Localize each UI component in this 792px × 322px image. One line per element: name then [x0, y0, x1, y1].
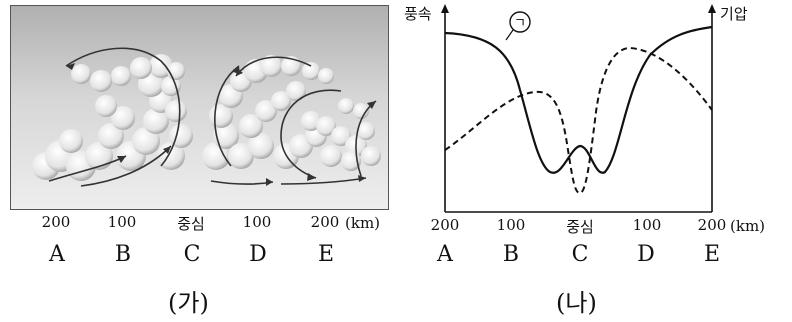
cloud-puff — [286, 81, 306, 101]
panel-b-tick-center: 중심 — [566, 218, 594, 236]
curve-marker-leader — [505, 29, 514, 41]
pressure-curve — [444, 46, 713, 195]
panel-b-tick-4: 100 — [632, 216, 662, 234]
curve-marker-label: ㄱ — [514, 16, 526, 31]
cloud-puff — [248, 133, 274, 159]
panel-b-tick-2: 100 — [496, 216, 526, 234]
typhoon-cloud-illustration — [10, 5, 389, 210]
panel-b-caption: (나) — [556, 289, 597, 317]
panel-b-tick-1: 200 — [430, 216, 460, 234]
cloud-puff — [165, 100, 187, 122]
panel-a-letter-a: A — [49, 242, 65, 267]
panel-a-caption: (가) — [168, 289, 209, 317]
cloud-puff — [85, 142, 113, 170]
cloud-puff — [143, 108, 169, 134]
panel-a-letter-e: E — [317, 242, 335, 267]
panel-b-unit: (km) — [730, 217, 766, 235]
cloud-puff — [59, 129, 83, 153]
cloud-puff — [71, 64, 91, 84]
cloud-puff — [98, 123, 124, 149]
cloud-puff — [281, 56, 301, 76]
panel-a-letter-b: B — [114, 242, 132, 267]
left-axis-arrow — [441, 4, 449, 13]
cloud-puff — [228, 143, 254, 169]
cloud-puff — [302, 62, 320, 80]
panel-a-letter-c: C — [183, 242, 201, 267]
right-axis-label: 기압 — [720, 5, 748, 23]
panel-a-tick-2: 100 — [107, 213, 137, 231]
cloud-puff — [111, 66, 131, 86]
cloud-puff — [90, 70, 112, 92]
panel-a-unit: (km) — [345, 214, 381, 232]
panel-b-letter-a: A — [437, 242, 453, 267]
cloud-puff — [353, 103, 369, 119]
cloud-puff — [95, 95, 117, 117]
panel-a-tick-5: 200 — [310, 213, 340, 231]
panel-b-letter-c: C — [571, 242, 589, 267]
curve-marker-circle — [509, 11, 531, 33]
cloud-puff — [357, 122, 375, 140]
cloud-puff — [161, 76, 181, 96]
panel-a-tick-center: 중심 — [177, 215, 205, 233]
cloud-puff — [271, 91, 291, 111]
cloud-puff — [111, 106, 135, 130]
panel-b-letter-d: D — [637, 242, 655, 267]
panel-b-tick-5: 200 — [697, 216, 727, 234]
cloud-puff — [316, 116, 336, 136]
cloud-puff — [202, 142, 230, 170]
panel-a-tick-4: 100 — [242, 213, 272, 231]
panel-a-tick-1: 200 — [41, 213, 71, 231]
cloud-puff — [132, 127, 160, 155]
cloud-puff — [320, 145, 342, 167]
cloud-puff — [255, 100, 277, 122]
cloud-puff — [318, 68, 334, 84]
wind-speed-curve — [444, 25, 713, 174]
cloud-band-image — [32, 47, 381, 187]
cloud-puff — [361, 146, 381, 166]
right-axis-arrow — [708, 4, 716, 13]
panel-b-letter-e: E — [703, 242, 721, 267]
left-axis-label: 풍속 — [404, 5, 432, 23]
cloud-clusters — [32, 54, 381, 181]
cloud-puff — [149, 54, 173, 78]
cloud-puff — [338, 98, 354, 114]
arrow-heads — [66, 63, 376, 186]
cloud-puff — [213, 123, 239, 149]
cloud-puff — [239, 114, 263, 138]
cloud-puff — [331, 126, 351, 146]
cloud-puff — [130, 57, 152, 79]
cloud-puff — [260, 55, 282, 77]
wind-arrows — [48, 47, 377, 187]
panel-b-letter-b: B — [502, 242, 520, 267]
panel-a-letter-d: D — [249, 242, 267, 267]
